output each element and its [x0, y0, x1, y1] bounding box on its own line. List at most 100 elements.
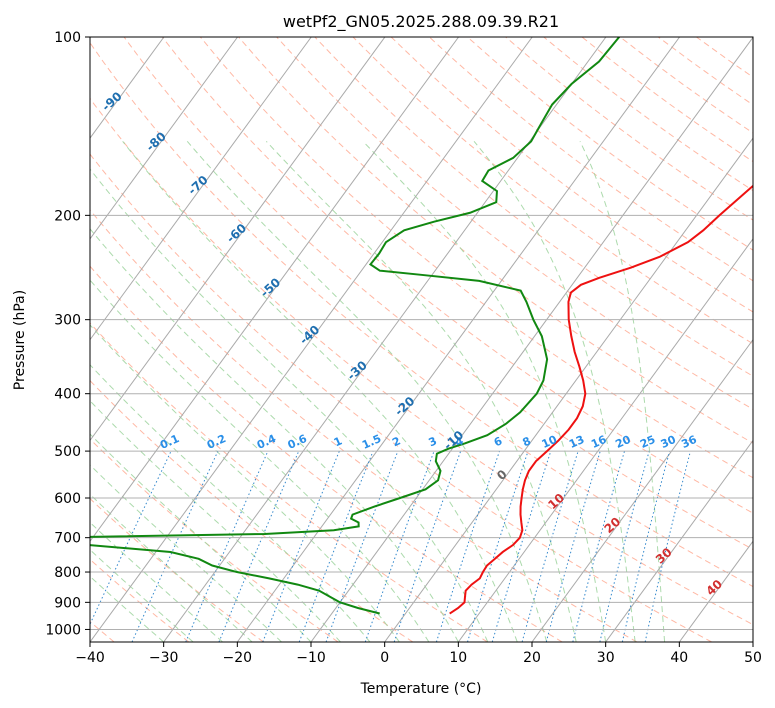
mixing-ratio-line: [545, 450, 601, 642]
isotherm-line: [457, 238, 753, 642]
y-tick-label: 900: [54, 595, 81, 611]
y-tick-label: 100: [54, 30, 81, 46]
isotherm-label: -70: [185, 173, 210, 198]
mixing-ratio-line: [218, 450, 300, 642]
mixing-ratio-label: 0.1: [158, 432, 181, 452]
isotherm-line: [90, 37, 386, 442]
isotherm-line: [236, 37, 680, 642]
mixing-ratio-label: 36: [679, 433, 699, 451]
background-lines: [90, 37, 753, 642]
y-tick-label: 400: [54, 387, 81, 403]
dry-adiabat: [90, 41, 753, 588]
isotherm-label: 0: [494, 467, 510, 483]
dry-adiabat: [696, 37, 753, 78]
mixing-ratio-label: 16: [589, 433, 609, 451]
isotherm-label: -80: [143, 129, 168, 154]
dry-adiabat: [90, 153, 712, 642]
dry-adiabat: [90, 209, 638, 642]
mixing-ratio-line: [393, 450, 462, 642]
dry-adiabat: [276, 37, 753, 410]
dry-adiabat: [657, 37, 753, 106]
mixing-ratio-line: [467, 450, 529, 642]
mixing-ratio-line: [325, 450, 399, 642]
isotherm-label: -100: [54, 43, 86, 73]
isotherm-line: [752, 641, 753, 642]
dry-adiabat: [352, 37, 753, 345]
plot-frame: [89, 36, 754, 643]
mixing-ratio-line: [621, 450, 671, 642]
mixing-ratio-lines: [90, 450, 691, 642]
mixing-ratio-label: 10: [540, 433, 560, 451]
isotherm-label: -60: [224, 221, 249, 246]
mixing-ratio-label: 25: [638, 433, 657, 451]
isotherm-line: [605, 439, 753, 642]
isotherm-label: 20: [602, 515, 624, 537]
moist-adiabats: [90, 140, 666, 642]
x-tick-label: 30: [597, 650, 615, 666]
isotherm-line: [310, 37, 753, 642]
moist-adiabat: [90, 400, 341, 642]
moist-adiabat: [90, 433, 312, 642]
moist-adiabat: [90, 228, 459, 642]
mixing-ratio-line: [572, 450, 625, 642]
mixing-ratio-label: 0.2: [205, 432, 228, 452]
moist-adiabat: [90, 464, 282, 642]
x-tick-label: 50: [744, 650, 762, 666]
mixing-ratio-label: 13: [567, 433, 586, 451]
moist-adiabat: [473, 141, 636, 642]
dry-adiabat: [428, 37, 753, 282]
isotherm-label: 40: [703, 577, 725, 599]
isotherm-label: -90: [99, 89, 124, 114]
y-axis-ticks: 100 200 300 400 500 600 700 800 900 1000: [45, 30, 90, 638]
moist-adiabat: [186, 140, 548, 642]
isotherm-label: -20: [392, 394, 417, 419]
mixing-ratio-line: [599, 450, 650, 642]
mixing-ratio-label: 0.4: [255, 432, 278, 452]
dry-adiabat: [505, 37, 753, 221]
mixing-ratio-line: [644, 450, 691, 642]
mixing-ratio-label: 6: [492, 434, 505, 449]
mixing-ratio-line: [491, 450, 552, 642]
dry-adiabat: [467, 37, 753, 251]
x-axis-label: Temperature (°C): [360, 681, 482, 697]
x-tick-label: −10: [296, 650, 326, 666]
mixing-ratio-label: 0.6: [286, 432, 309, 452]
mixing-ratio-line: [131, 450, 219, 642]
y-tick-label: 700: [54, 531, 81, 547]
dewpoint-line: [90, 37, 620, 615]
chart-title: wetPf2_GN05.2025.288.09.39.R21: [283, 12, 559, 32]
isotherm-line: [90, 37, 238, 240]
isotherm-label: -50: [258, 275, 283, 300]
mixing-ratio-line: [185, 450, 269, 642]
sounding-profiles: [90, 37, 753, 615]
isotherm-line: [531, 338, 753, 642]
dry-adiabat: [390, 37, 753, 313]
isotherm-line: [678, 540, 753, 642]
y-tick-label: 600: [54, 491, 81, 507]
mixing-ratio-label: 1: [332, 434, 344, 449]
isotherm-line: [90, 37, 533, 642]
y-tick-label: 500: [54, 444, 81, 460]
mixing-ratio-label: 1.5: [360, 432, 383, 452]
dry-adiabat: [90, 97, 753, 626]
pressure-grid: [90, 37, 753, 630]
dry-adiabat: [161, 37, 753, 514]
mixing-ratio-line: [521, 450, 579, 642]
dry-adiabat: [90, 265, 563, 642]
mixing-ratio-line: [298, 450, 374, 642]
mixing-ratio-label: 30: [659, 433, 679, 451]
isotherm-label: 30: [653, 545, 675, 567]
moist-adiabat: [90, 168, 489, 642]
isotherm-label: -10: [441, 428, 466, 453]
x-tick-label: −20: [223, 650, 253, 666]
moist-adiabat: [90, 549, 194, 642]
isotherm-label: -40: [297, 322, 322, 347]
x-tick-label: 20: [523, 650, 541, 666]
x-tick-label: −40: [75, 650, 105, 666]
y-axis-label: Pressure (hPa): [12, 290, 28, 390]
mixing-ratio-line: [435, 450, 501, 642]
x-tick-label: −30: [149, 650, 179, 666]
y-tick-label: 1000: [45, 622, 81, 638]
mixing-ratio-line: [262, 450, 340, 642]
dry-adiabat: [90, 322, 488, 642]
